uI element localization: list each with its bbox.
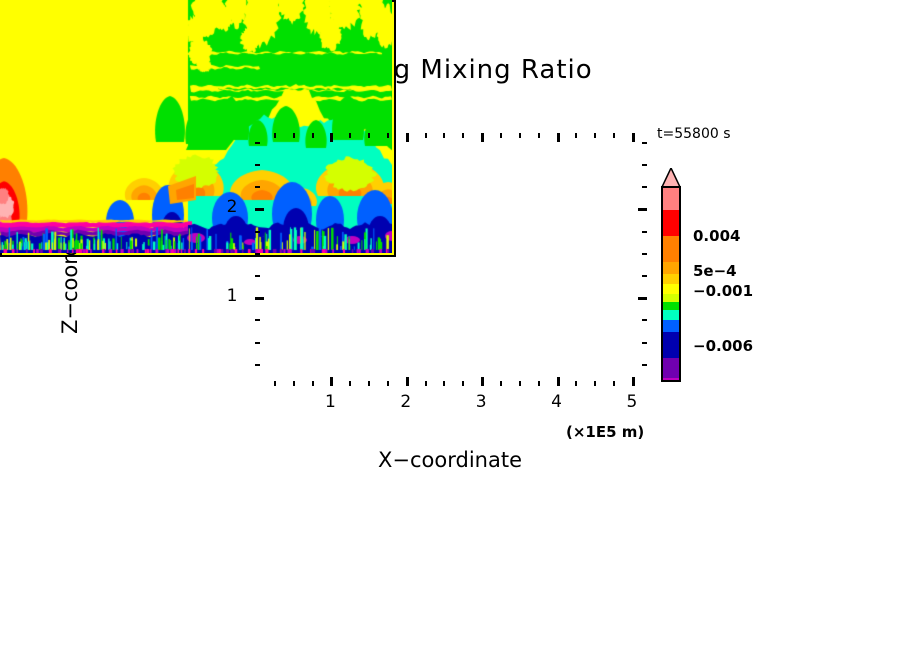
- axis-tick: [642, 275, 647, 277]
- x-tick-label: 2: [386, 392, 426, 412]
- contour-plot-area: [0, 0, 396, 257]
- axis-tick: [638, 297, 647, 300]
- axis-tick: [642, 186, 647, 188]
- axis-tick: [368, 381, 370, 386]
- colorbar-band: [663, 302, 679, 310]
- colorbar-band: [663, 274, 679, 284]
- axis-tick: [462, 133, 464, 138]
- axis-tick: [594, 133, 596, 138]
- axis-tick: [387, 381, 389, 386]
- x-tick-label: 1: [310, 392, 350, 412]
- y-tick-label: 2: [219, 197, 245, 217]
- axis-tick: [255, 164, 260, 166]
- axis-tick: [330, 133, 333, 142]
- x-axis-unit-label: (×1E5 m): [566, 423, 644, 441]
- axis-tick: [255, 186, 260, 188]
- axis-tick: [425, 381, 427, 386]
- axis-tick: [349, 381, 351, 386]
- axis-tick: [632, 133, 635, 142]
- axis-tick: [443, 381, 445, 386]
- colorbar-band: [663, 332, 679, 358]
- axis-tick: [293, 133, 295, 138]
- axis-tick: [557, 377, 560, 386]
- colorbar-band: [663, 210, 679, 236]
- colorbar-band: [663, 284, 679, 294]
- axis-tick: [406, 377, 409, 386]
- axis-tick: [557, 133, 560, 142]
- axis-tick: [368, 133, 370, 138]
- colorbar-tick-label: 0.004: [693, 227, 740, 245]
- axis-tick: [255, 231, 260, 233]
- x-tick-label: 5: [612, 392, 652, 412]
- axis-tick: [575, 381, 577, 386]
- axis-tick: [481, 377, 484, 386]
- colorbar-tick-label: −0.006: [693, 337, 753, 355]
- axis-tick: [642, 364, 647, 366]
- axis-tick: [500, 133, 502, 138]
- axis-tick: [425, 133, 427, 138]
- axis-tick: [274, 381, 276, 386]
- axis-tick: [642, 231, 647, 233]
- axis-tick: [462, 381, 464, 386]
- colorbar-band: [663, 188, 679, 210]
- x-tick-label: 4: [537, 392, 577, 412]
- axis-tick: [293, 381, 295, 386]
- y-tick-label: 1: [219, 286, 245, 306]
- axis-tick: [642, 142, 647, 144]
- axis-tick: [575, 133, 577, 138]
- axis-tick: [349, 133, 351, 138]
- colorbar: [661, 186, 681, 382]
- axis-tick: [642, 164, 647, 166]
- x-axis-title: X−coordinate: [252, 448, 648, 472]
- colorbar-band: [663, 320, 679, 332]
- colorbar-band: [663, 294, 679, 302]
- colorbar-band: [663, 236, 679, 262]
- axis-tick: [255, 253, 260, 255]
- colorbar-band: [663, 310, 679, 320]
- colorbar-band: [663, 378, 679, 382]
- axis-tick: [406, 133, 409, 142]
- axis-tick: [519, 381, 521, 386]
- colorbar-tick-label: −0.001: [693, 282, 753, 300]
- time-annotation: t=55800 s: [657, 126, 731, 142]
- colorbar-arrow-cap: [661, 168, 681, 187]
- axis-tick: [481, 133, 484, 142]
- axis-tick: [387, 133, 389, 138]
- axis-tick: [613, 381, 615, 386]
- axis-tick: [642, 319, 647, 321]
- axis-tick: [255, 208, 264, 211]
- axis-tick: [330, 377, 333, 386]
- colorbar-tick-label: 5e−4: [693, 262, 737, 280]
- axis-tick: [443, 133, 445, 138]
- axis-tick: [638, 208, 647, 211]
- contour-field-canvas: [0, 0, 392, 253]
- axis-tick: [274, 133, 276, 138]
- colorbar-band: [663, 358, 679, 378]
- axis-tick: [312, 381, 314, 386]
- axis-tick: [594, 381, 596, 386]
- axis-tick: [642, 342, 647, 344]
- axis-tick: [255, 319, 260, 321]
- axis-tick: [255, 364, 260, 366]
- axis-tick: [632, 377, 635, 386]
- axis-tick: [500, 381, 502, 386]
- axis-tick: [312, 133, 314, 138]
- axis-tick: [519, 133, 521, 138]
- colorbar-band: [663, 262, 679, 274]
- axis-tick: [255, 342, 260, 344]
- axis-tick: [255, 142, 260, 144]
- axis-tick: [255, 275, 260, 277]
- axis-tick: [642, 253, 647, 255]
- axis-tick: [613, 133, 615, 138]
- axis-tick: [538, 381, 540, 386]
- axis-tick: [255, 297, 264, 300]
- axis-tick: [538, 133, 540, 138]
- x-tick-label: 3: [461, 392, 501, 412]
